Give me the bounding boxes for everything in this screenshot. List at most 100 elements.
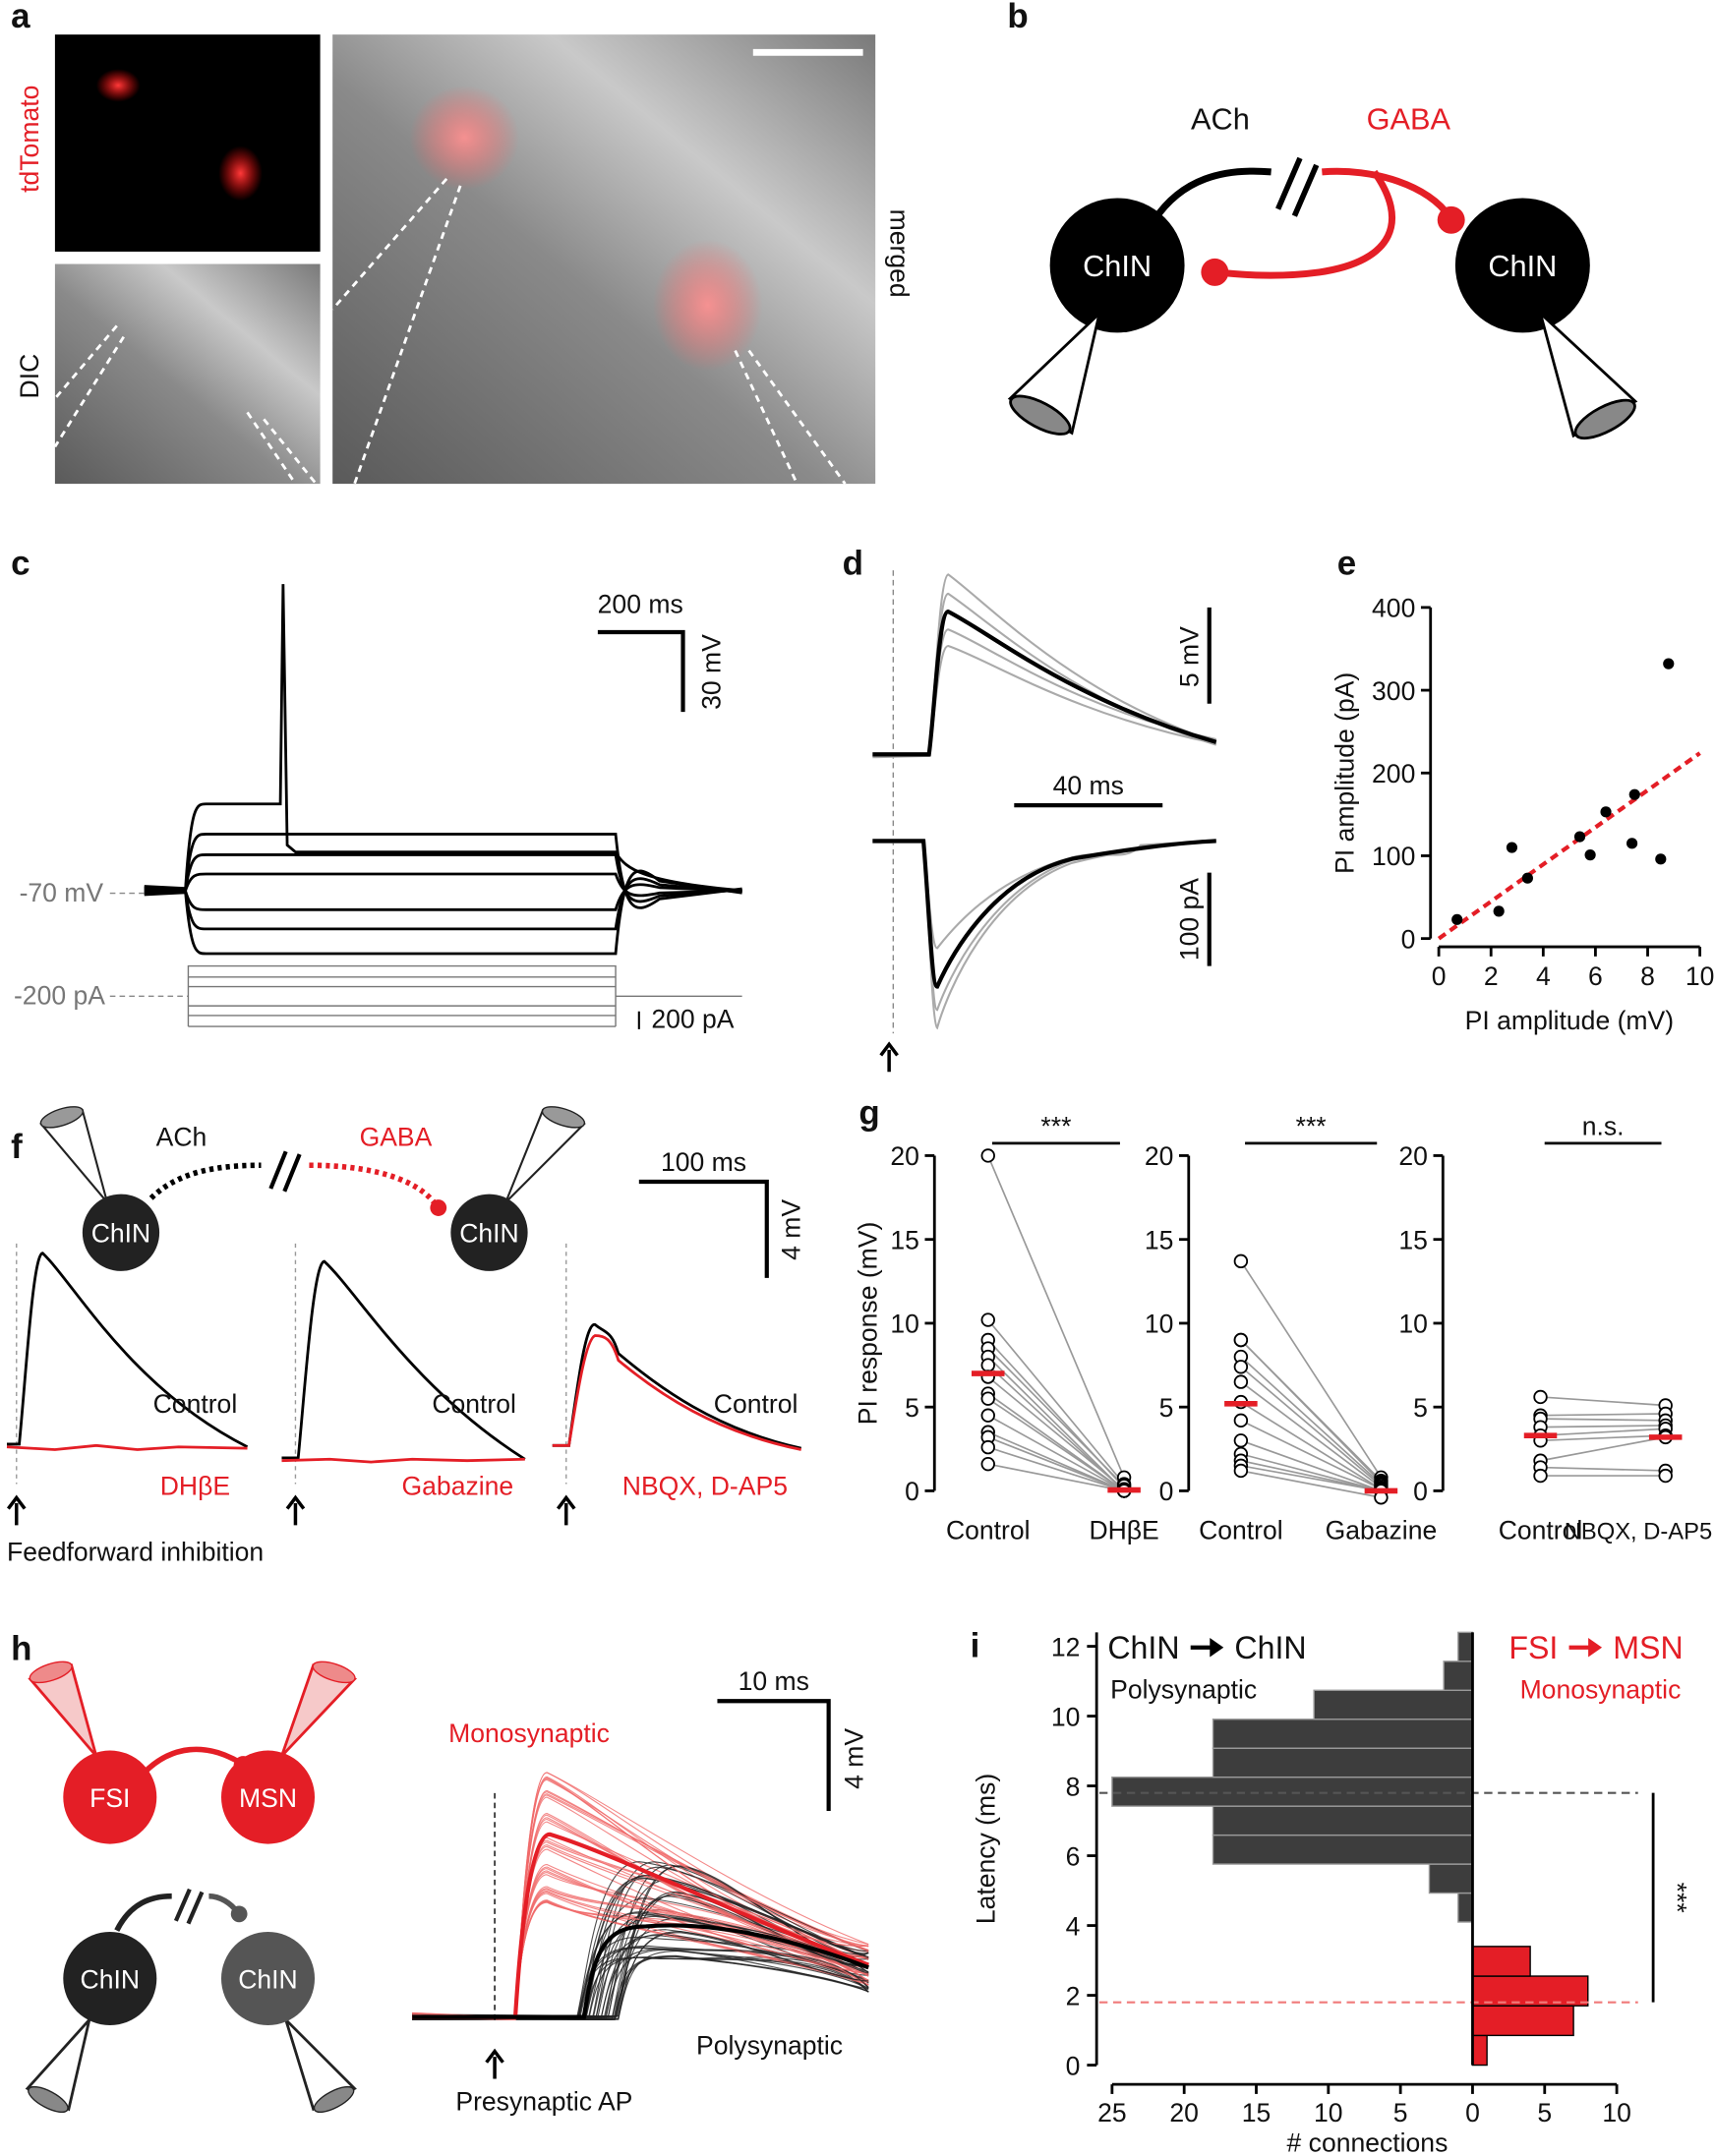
x-tick-label: 10 <box>1602 2098 1631 2127</box>
panel-label: g <box>858 1093 879 1132</box>
voltage-trace <box>144 853 742 903</box>
panel-c: c -70 mV -200 pA 200 ms 30 mV 200 pA <box>11 544 742 1033</box>
pair-line <box>1240 1470 1382 1499</box>
y-tick-label: 100 <box>1372 842 1415 871</box>
trial-traces <box>872 592 1217 759</box>
y-tick-label: 20 <box>1398 1141 1428 1171</box>
pipette-tip <box>39 1106 85 1129</box>
traces <box>281 1457 525 1464</box>
bar <box>1471 2005 1574 2037</box>
y-tick-label: 0 <box>905 1477 919 1506</box>
point <box>980 1439 995 1455</box>
y-tick-label: 400 <box>1372 594 1415 623</box>
trace <box>412 1772 869 2018</box>
pair-line <box>1240 1453 1382 1492</box>
trace <box>412 1861 869 2016</box>
x-tick-label: 5 <box>1537 2098 1552 2127</box>
pair-line <box>1540 1466 1666 1472</box>
traces <box>6 1252 249 1448</box>
label-baseline-current: -200 pA <box>14 981 105 1011</box>
series-name: Monosynaptic <box>1520 1674 1682 1704</box>
scale-bar <box>597 629 685 713</box>
trace <box>412 1956 869 2020</box>
cell-label: ChIN <box>238 1964 297 1994</box>
fit-line <box>1437 751 1701 941</box>
pair-line <box>987 1463 1125 1492</box>
point <box>1506 842 1518 853</box>
pair-line <box>1540 1418 1666 1422</box>
label-baseline-voltage: -70 mV <box>20 878 104 907</box>
pair-line <box>1240 1356 1382 1486</box>
ach-axon <box>1151 167 1271 222</box>
pair-line <box>987 1375 1125 1490</box>
bar <box>1457 1892 1474 1923</box>
point <box>1521 872 1533 884</box>
stim-arrow <box>556 1494 576 1526</box>
y-axis-label: PI amplitude (pA) <box>1330 672 1359 874</box>
x-tick-label: 5 <box>1393 2098 1408 2127</box>
bar <box>1313 1689 1474 1720</box>
break-mark <box>173 1888 205 1925</box>
cell-label: ChIN <box>1488 249 1557 283</box>
bar <box>1212 1719 1474 1749</box>
gaba-axon <box>1215 169 1396 279</box>
y-tick-label: 10 <box>890 1310 919 1339</box>
panel-label: c <box>11 544 30 582</box>
stim-arrow <box>285 1494 306 1526</box>
y-tick-label: 5 <box>1413 1393 1428 1423</box>
synapse <box>1201 258 1229 286</box>
point <box>980 1456 995 1472</box>
pipette-tip <box>1573 398 1636 440</box>
mean-trace <box>412 1832 869 2019</box>
panel-d: d 5 mV 40 ms 100 pA <box>843 544 1217 1073</box>
trace <box>412 1931 869 2021</box>
label-drug: DHβE <box>160 1472 230 1501</box>
pair-line <box>986 1155 1125 1479</box>
point <box>1233 1463 1249 1479</box>
label-ach: ACh <box>156 1123 207 1152</box>
x-tick-label: 6 <box>1588 961 1603 991</box>
cell <box>220 1750 316 1844</box>
y-tick-label: 10 <box>1051 1702 1081 1731</box>
stim-arrow <box>485 2048 504 2079</box>
point <box>980 1391 995 1406</box>
x-tick-label: Control <box>946 1515 1031 1544</box>
trace <box>412 1891 869 2020</box>
cell <box>82 1194 160 1271</box>
voltage-trace <box>144 584 742 893</box>
pair-line <box>1540 1428 1666 1437</box>
panel-label: e <box>1337 544 1356 582</box>
mean-trace <box>872 839 1216 989</box>
traces <box>281 1259 526 1461</box>
point <box>1626 838 1638 849</box>
point <box>1233 1374 1249 1389</box>
voltage-scale: 4 mV <box>840 1728 869 1789</box>
x-tick-label: 10 <box>1314 2098 1343 2127</box>
cell-label: FSI <box>89 1783 130 1813</box>
x-tick-label: Gabazine <box>1326 1515 1438 1544</box>
point <box>1533 1389 1548 1405</box>
gaba-axon <box>1322 167 1453 220</box>
bar <box>1443 1661 1474 1691</box>
x-axis-label: PI amplitude (mV) <box>1465 1006 1674 1035</box>
current-scale: 100 pA <box>1175 878 1205 961</box>
cell <box>63 1932 157 2026</box>
point <box>980 1148 995 1163</box>
x-tick-label: 10 <box>1685 961 1715 991</box>
ach-axon <box>148 1162 262 1200</box>
point <box>980 1358 995 1372</box>
cell-glow <box>652 239 763 372</box>
y-tick-label: 15 <box>1145 1225 1174 1254</box>
cell-glow <box>409 85 520 191</box>
pair-line <box>1240 1439 1382 1492</box>
scale-bar <box>717 1699 831 1812</box>
significance: n.s. <box>1582 1111 1625 1140</box>
label-control: Control <box>432 1389 516 1419</box>
point <box>1573 831 1586 843</box>
y-tick-label: 12 <box>1051 1632 1081 1661</box>
pipette-outline <box>331 177 847 485</box>
y-axis-label: PI response (mV) <box>854 1222 883 1426</box>
y-tick-label: 5 <box>905 1393 919 1423</box>
point <box>1533 1468 1548 1484</box>
bar <box>1212 1747 1474 1778</box>
